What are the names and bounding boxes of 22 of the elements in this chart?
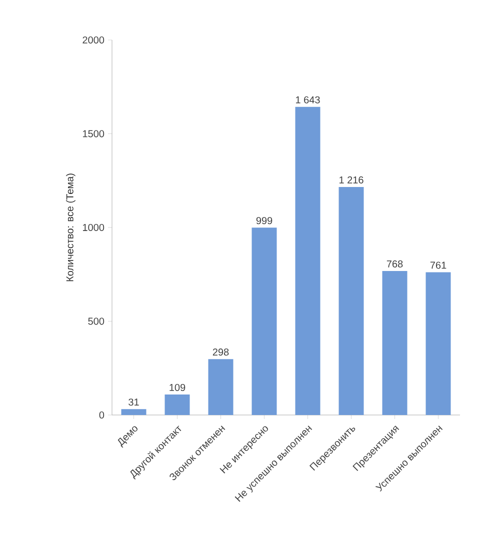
bar [164,394,190,415]
y-tick-label: 1500 [82,130,104,138]
bar [295,106,320,415]
bar [338,186,364,415]
y-axis-title: Количество: все (Тема) [66,174,76,282]
data-label: 298 [212,348,229,356]
data-label: 999 [256,217,272,224]
y-tick-label: 2000 [82,36,104,44]
bar [208,359,234,415]
bar [121,409,146,415]
bar [382,270,408,415]
data-label: 768 [386,260,403,268]
data-label: 109 [170,384,186,392]
data-label: 31 [128,398,139,406]
y-tick-label: 1000 [82,224,104,232]
data-label: 1 216 [340,176,364,184]
y-tick-label: 0 [99,411,104,419]
y-tick-label: 500 [88,318,104,325]
data-label: 761 [430,262,446,269]
bar [252,228,277,415]
data-label: 1 643 [296,96,320,104]
bar [426,272,451,415]
